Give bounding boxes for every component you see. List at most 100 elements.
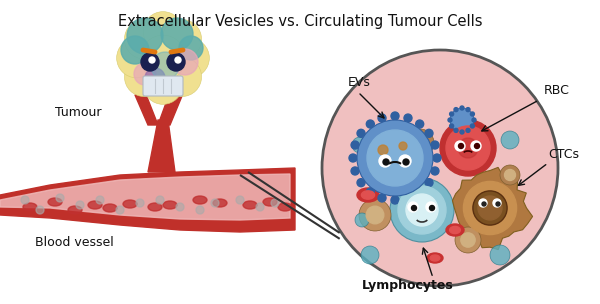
Polygon shape: [148, 120, 175, 172]
Circle shape: [179, 36, 203, 60]
Circle shape: [404, 194, 412, 202]
Circle shape: [431, 141, 439, 149]
Circle shape: [141, 53, 159, 71]
Circle shape: [156, 196, 164, 204]
Circle shape: [36, 206, 44, 214]
Circle shape: [391, 196, 399, 204]
Circle shape: [378, 145, 388, 155]
Circle shape: [448, 118, 452, 122]
Circle shape: [412, 135, 428, 151]
Circle shape: [383, 159, 389, 165]
Circle shape: [367, 120, 374, 128]
Polygon shape: [0, 168, 295, 232]
Circle shape: [196, 206, 204, 214]
Circle shape: [458, 143, 464, 148]
Circle shape: [167, 53, 185, 71]
Text: EVs: EVs: [348, 75, 371, 88]
Circle shape: [460, 106, 464, 110]
Ellipse shape: [23, 203, 37, 211]
Circle shape: [211, 199, 219, 207]
Ellipse shape: [123, 200, 137, 208]
Circle shape: [352, 137, 368, 153]
Circle shape: [470, 124, 475, 128]
Circle shape: [454, 128, 458, 133]
Circle shape: [390, 178, 454, 242]
Circle shape: [391, 112, 399, 120]
Text: Tumour: Tumour: [55, 105, 101, 119]
Circle shape: [416, 188, 424, 196]
Text: RBC: RBC: [544, 84, 570, 96]
Polygon shape: [452, 168, 533, 250]
Circle shape: [466, 128, 470, 133]
Circle shape: [500, 165, 520, 185]
Circle shape: [351, 167, 359, 175]
Circle shape: [449, 112, 454, 116]
Circle shape: [136, 199, 144, 207]
Circle shape: [170, 38, 209, 78]
Polygon shape: [0, 174, 290, 220]
Circle shape: [430, 206, 434, 210]
Circle shape: [475, 143, 479, 148]
Circle shape: [236, 196, 244, 204]
Circle shape: [496, 202, 500, 206]
Circle shape: [490, 245, 510, 265]
Circle shape: [124, 57, 164, 97]
Circle shape: [175, 57, 181, 63]
Text: Extracellular Vesicles vs. Circulating Tumour Cells: Extracellular Vesicles vs. Circulating T…: [118, 14, 482, 29]
Circle shape: [145, 68, 165, 88]
Circle shape: [473, 191, 507, 225]
Circle shape: [256, 203, 264, 211]
Circle shape: [143, 12, 183, 51]
Circle shape: [366, 206, 384, 224]
Circle shape: [425, 129, 433, 137]
Circle shape: [406, 194, 438, 226]
Ellipse shape: [243, 201, 257, 209]
Ellipse shape: [103, 204, 117, 212]
Text: Blood vessel: Blood vessel: [35, 236, 114, 248]
Circle shape: [412, 206, 416, 210]
Circle shape: [357, 179, 365, 187]
Ellipse shape: [88, 201, 102, 209]
Circle shape: [124, 19, 164, 59]
Circle shape: [121, 36, 149, 64]
Circle shape: [149, 57, 155, 63]
Circle shape: [408, 202, 418, 212]
Circle shape: [461, 233, 475, 247]
Ellipse shape: [148, 203, 162, 211]
Circle shape: [472, 118, 476, 122]
Circle shape: [406, 129, 434, 157]
Circle shape: [403, 159, 409, 165]
Circle shape: [440, 120, 496, 176]
Polygon shape: [135, 92, 158, 125]
Ellipse shape: [357, 188, 379, 202]
Circle shape: [351, 141, 359, 149]
Circle shape: [426, 202, 436, 212]
Ellipse shape: [213, 199, 227, 207]
Circle shape: [161, 18, 193, 50]
Circle shape: [471, 141, 481, 151]
Circle shape: [416, 120, 424, 128]
Circle shape: [162, 57, 202, 97]
Circle shape: [357, 129, 365, 137]
Circle shape: [404, 114, 412, 122]
Circle shape: [127, 18, 163, 54]
Circle shape: [361, 246, 379, 264]
Circle shape: [458, 138, 478, 158]
Circle shape: [478, 196, 502, 220]
Circle shape: [446, 126, 490, 170]
Circle shape: [359, 199, 391, 231]
Circle shape: [455, 141, 465, 151]
Circle shape: [143, 65, 183, 104]
Circle shape: [399, 142, 407, 150]
Circle shape: [162, 19, 202, 59]
Circle shape: [116, 206, 124, 214]
Circle shape: [450, 108, 474, 132]
Circle shape: [349, 154, 357, 162]
FancyBboxPatch shape: [143, 76, 183, 96]
Circle shape: [367, 188, 374, 196]
Circle shape: [501, 131, 519, 149]
Circle shape: [176, 203, 184, 211]
Circle shape: [433, 154, 441, 162]
Circle shape: [425, 179, 433, 187]
Text: Lymphocytes: Lymphocytes: [362, 279, 454, 292]
